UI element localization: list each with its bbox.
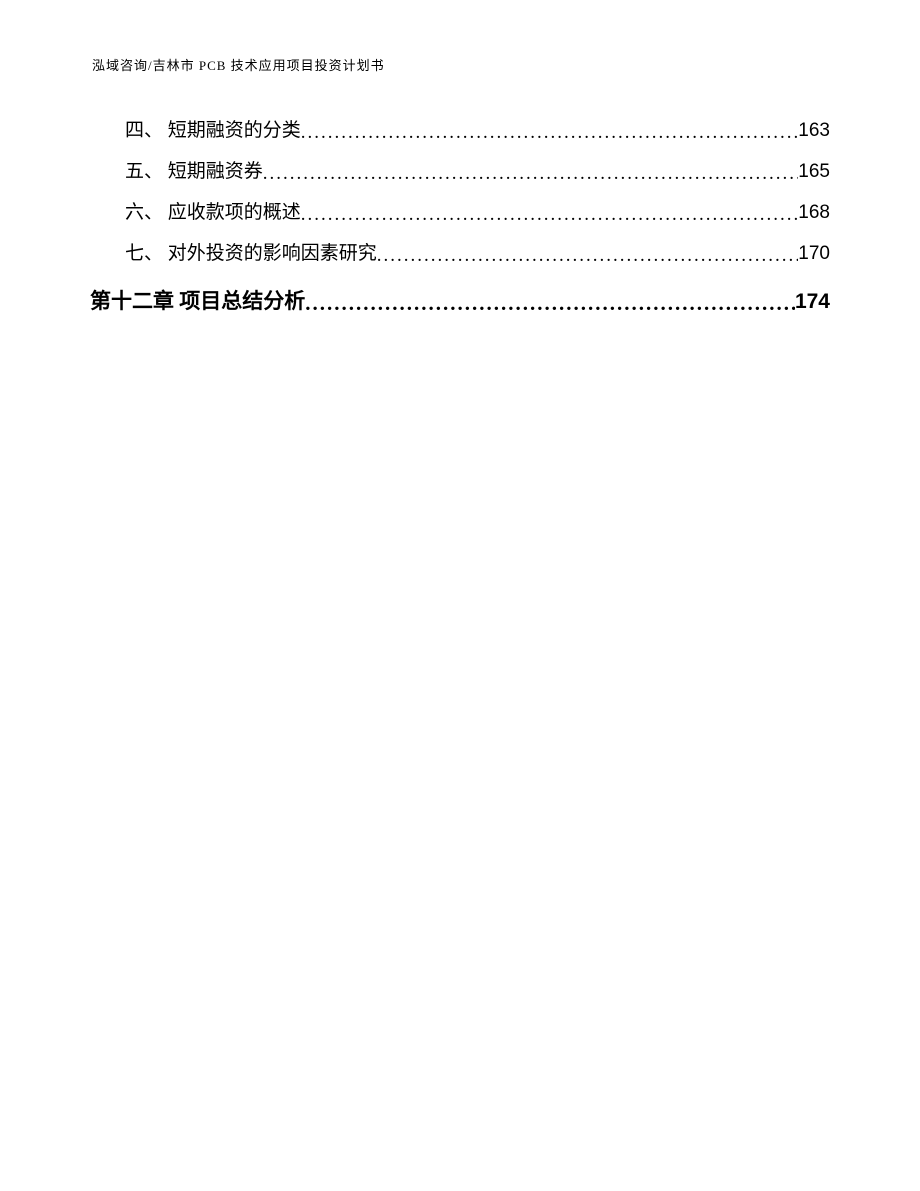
toc-chapter-label: 第十二章 项目总结分析	[90, 285, 305, 315]
table-of-contents: 四、 短期融资的分类 .............................…	[90, 115, 830, 315]
toc-dots: ........................................…	[377, 245, 799, 267]
toc-entry-page: 170	[798, 243, 830, 265]
toc-entry: 五、 短期融资券 ...............................…	[90, 156, 830, 183]
toc-entry-label: 四、 短期融资的分类	[125, 115, 301, 142]
toc-dots: ........................................…	[301, 204, 799, 226]
toc-entry: 六、 应收款项的概述 .............................…	[90, 197, 830, 224]
toc-entry-label: 六、 应收款项的概述	[125, 197, 301, 224]
toc-chapter: 第十二章 项目总结分析 ............................…	[90, 285, 830, 315]
toc-entry: 七、 对外投资的影响因素研究 .........................…	[90, 238, 830, 265]
toc-entry-page: 165	[798, 161, 830, 183]
toc-chapter-page: 174	[795, 290, 830, 314]
toc-entry-page: 168	[798, 202, 830, 224]
toc-entry-label: 七、 对外投资的影响因素研究	[125, 238, 377, 265]
toc-dots: ........................................…	[263, 163, 799, 185]
toc-entry: 四、 短期融资的分类 .............................…	[90, 115, 830, 142]
toc-entry-label: 五、 短期融资券	[125, 156, 263, 183]
toc-dots: ........................................…	[301, 122, 799, 144]
toc-dots: ........................................…	[305, 291, 795, 316]
toc-entry-page: 163	[798, 120, 830, 142]
header-text: 泓域咨询/吉林市 PCB 技术应用项目投资计划书	[92, 58, 385, 73]
page-header: 泓域咨询/吉林市 PCB 技术应用项目投资计划书	[92, 55, 385, 74]
